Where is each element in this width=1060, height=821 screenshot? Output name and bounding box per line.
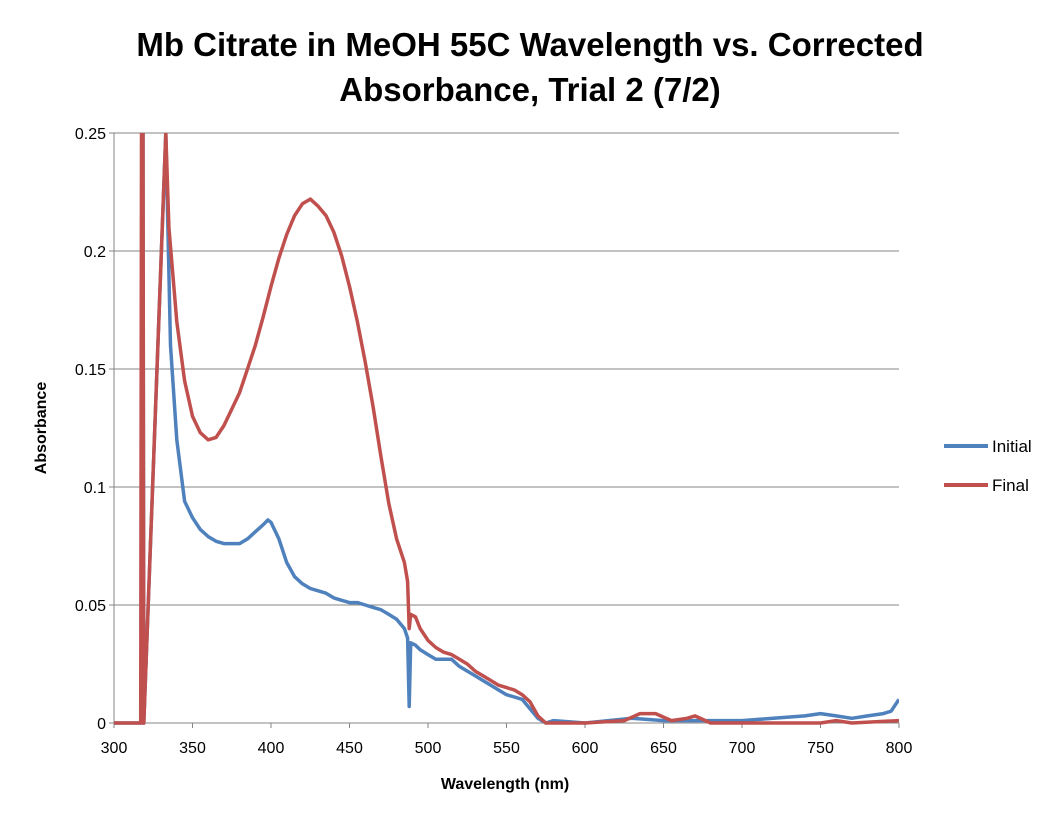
- gridlines: [114, 132, 899, 606]
- series-line-final: [114, 133, 899, 725]
- x-tick-label: 300: [101, 740, 128, 757]
- legend-label-final: Final: [992, 476, 1029, 495]
- legend: Initial Final: [944, 437, 1032, 495]
- x-tick-label: 400: [258, 740, 285, 757]
- legend-label-initial: Initial: [992, 437, 1032, 456]
- y-tick-label: 0.2: [84, 244, 106, 261]
- x-tick-label: 750: [807, 740, 834, 757]
- x-tick-label: 350: [179, 740, 206, 757]
- axes: [109, 132, 900, 728]
- x-tick-label: 550: [493, 740, 520, 757]
- y-tick-label: 0.25: [75, 126, 106, 143]
- chart-title-line-1: Mb Citrate in MeOH 55C Wavelength vs. Co…: [136, 26, 924, 63]
- y-tick-label: 0.15: [75, 362, 106, 379]
- y-axis-label: Absorbance: [33, 382, 50, 475]
- x-tick-label: 800: [886, 740, 913, 757]
- tick-labels: 0 0.05 0.1 0.15 0.2 0.25 300 350 400 450 500 550 600…: [75, 126, 913, 757]
- x-tick-label: 700: [729, 740, 756, 757]
- data-series: [114, 133, 899, 725]
- x-tick-label: 500: [415, 740, 442, 757]
- series-line-initial: [114, 133, 899, 725]
- y-tick-label: 0.1: [84, 480, 106, 497]
- y-tick-label: 0.05: [75, 598, 106, 615]
- x-tick-label: 450: [336, 740, 363, 757]
- x-tick-label: 650: [650, 740, 677, 757]
- x-tick-label: 600: [572, 740, 599, 757]
- chart-title-line-2: Absorbance, Trial 2 (7/2): [339, 71, 721, 108]
- chart-title: Mb Citrate in MeOH 55C Wavelength vs. Co…: [0, 22, 1060, 112]
- x-axis-label: Wavelength (nm): [441, 776, 569, 793]
- y-tick-label: 0: [97, 716, 106, 733]
